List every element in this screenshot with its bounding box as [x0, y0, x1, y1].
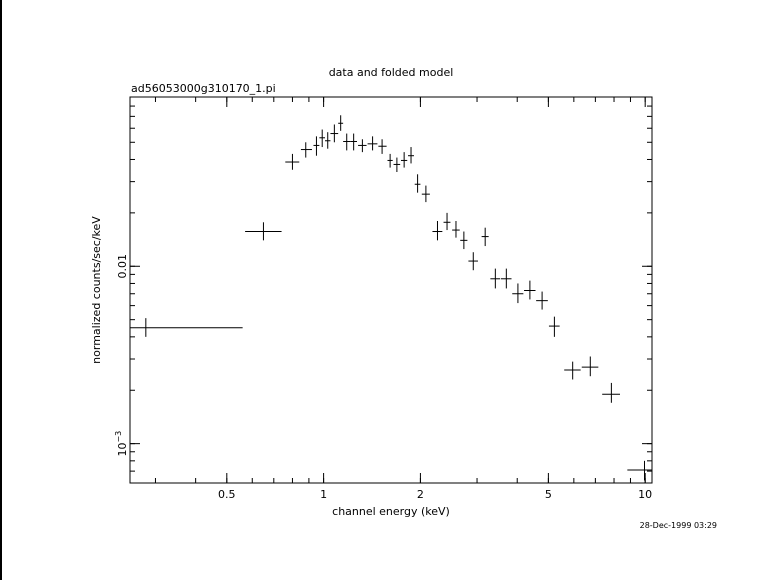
data-point [490, 268, 501, 289]
data-point [300, 142, 312, 158]
data-point [443, 212, 451, 231]
y-tick-label-text: 0.01 [116, 254, 129, 279]
data-point [536, 291, 548, 310]
x-tick-label: 2 [417, 488, 424, 501]
data-point [524, 280, 536, 300]
y-tick-exponent: −3 [114, 431, 123, 443]
data-point [500, 268, 512, 289]
x-tick-label: 10 [638, 488, 652, 501]
data-point [313, 136, 320, 156]
data-point [564, 361, 581, 380]
y-tick-label: 10−3 [114, 431, 129, 457]
y-tick-label-text: 10−3 [114, 431, 129, 457]
x-tick-label: 5 [545, 488, 552, 501]
data-point [452, 220, 460, 238]
data-point [319, 129, 325, 148]
data-point [432, 220, 443, 241]
data-point [245, 222, 282, 241]
axis-ticks: 0.5 1 2 5 10 0.01 10−3 [114, 96, 652, 501]
data-point [350, 133, 357, 151]
data-point [548, 316, 560, 337]
x-tick-label: 1 [320, 488, 327, 501]
data-point [460, 231, 468, 250]
data-point [468, 252, 478, 271]
chart-subtitle: ad56053000g310170_1.pi [131, 82, 276, 95]
data-point [421, 185, 430, 203]
data-point [330, 124, 339, 143]
data-point [324, 132, 331, 149]
data-point [387, 153, 393, 168]
data-point [130, 318, 243, 337]
data-point [378, 139, 387, 154]
data-points [130, 115, 652, 481]
x-tick-label: 0.5 [218, 488, 236, 501]
data-point [602, 382, 621, 403]
data-point [400, 152, 408, 168]
data-point [414, 174, 421, 193]
data-point [393, 157, 401, 172]
y-axis-label: normalized counts/sec/keV [90, 216, 103, 364]
data-point [338, 115, 344, 131]
data-point [481, 227, 489, 247]
data-point [343, 133, 351, 151]
data-point [358, 139, 367, 153]
y-tick-label: 0.01 [116, 254, 129, 279]
left-border-line [0, 0, 2, 580]
data-point [367, 136, 378, 151]
data-point [627, 460, 652, 481]
data-point [285, 153, 300, 170]
data-point [408, 147, 414, 164]
x-axis-label: channel energy (keV) [332, 505, 450, 518]
data-point [512, 283, 524, 304]
data-point [581, 356, 599, 377]
plot-frame [129, 96, 653, 484]
chart-title: data and folded model [329, 66, 454, 79]
timestamp: 28-Dec-1999 03:29 [640, 521, 717, 530]
